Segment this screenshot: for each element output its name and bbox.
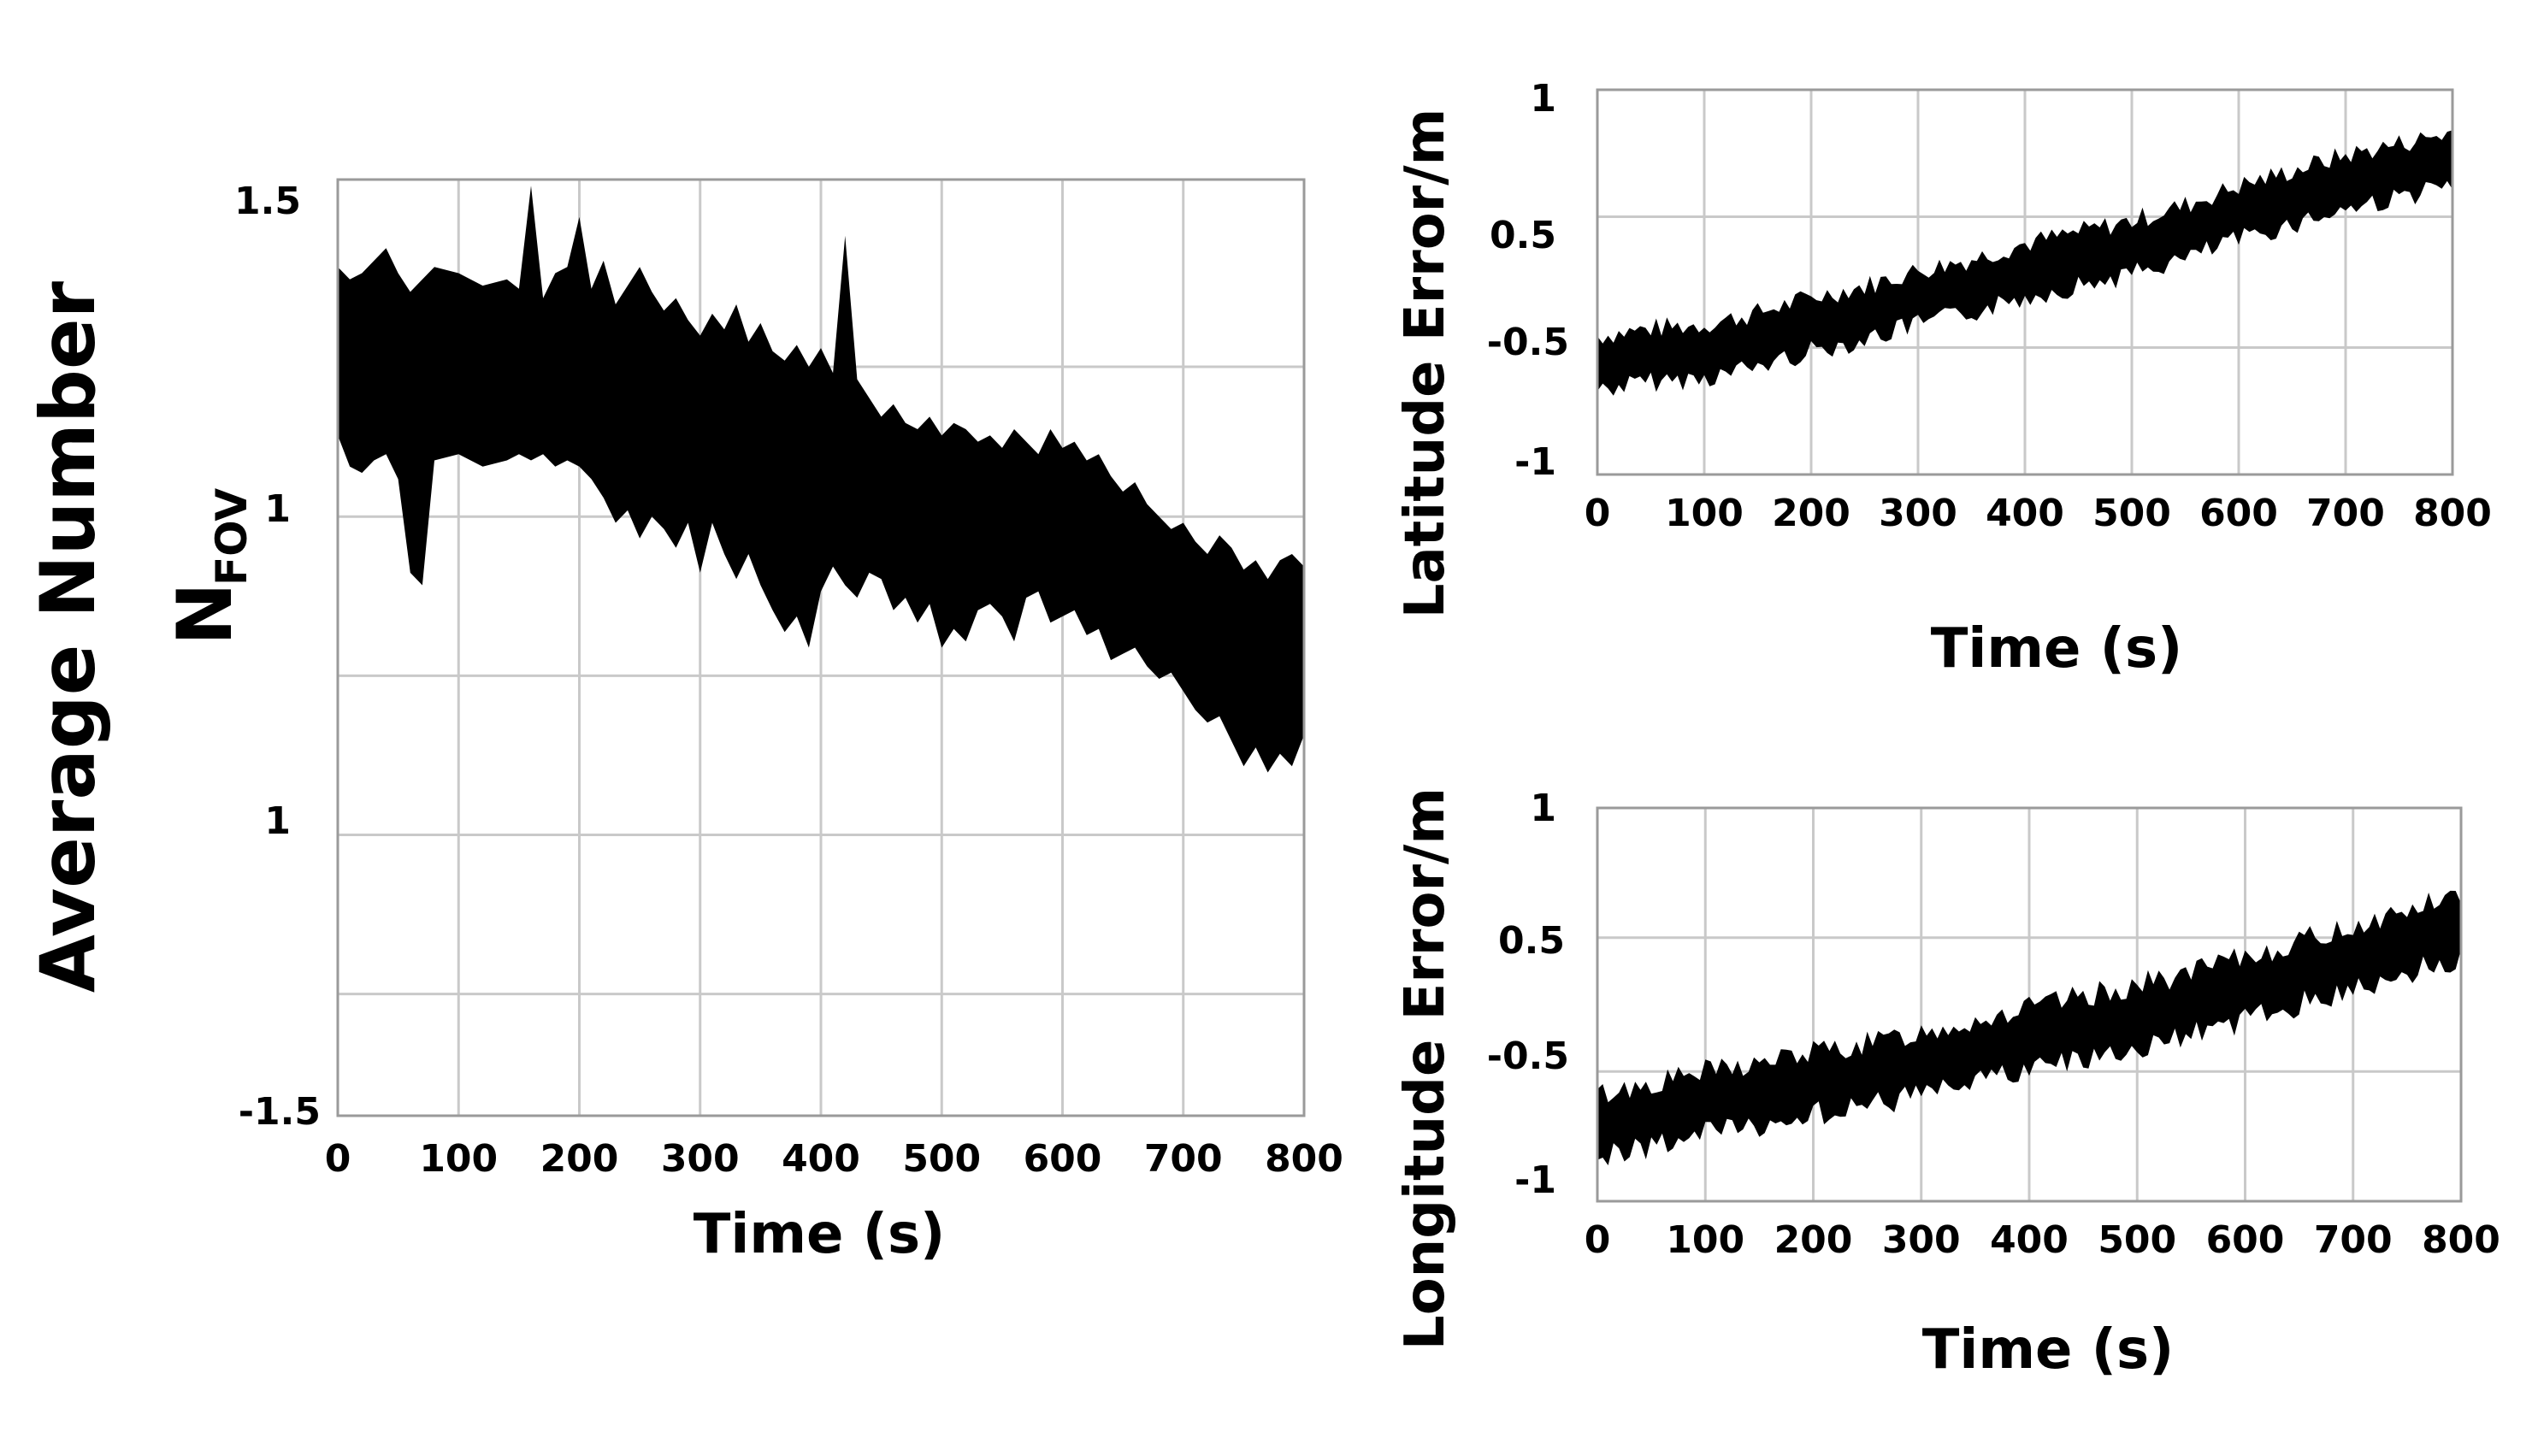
latitude-x-tick-label: 300 (1879, 492, 1957, 535)
nfov-x-tick-label: 800 (1265, 1137, 1343, 1181)
longitude-x-tick-label: 100 (1666, 1218, 1744, 1262)
latitude-x-tick-labels: 0 100 200 300 400 500 600 700 800 (1585, 492, 2492, 535)
latitude-y-tick-label: 0.5 (1490, 214, 1556, 257)
latitude-y-tick-label: -1 (1514, 440, 1556, 484)
latitude-x-tick-label: 100 (1665, 492, 1744, 535)
nfov-x-tick-label: 400 (782, 1137, 860, 1181)
longitude-y-tick-label: -0.5 (1487, 1035, 1569, 1078)
longitude-chart: 0 100 200 300 400 500 600 700 800 1 0.5 -0.5 -1 … (1394, 787, 2500, 1382)
latitude-plot-frame (1596, 88, 2454, 476)
nfov-y-tick-label: 1.5 (234, 180, 301, 223)
longitude-x-tick-label: 700 (2314, 1218, 2393, 1262)
nfov-x-axis-title: Time (s) (694, 1203, 946, 1266)
nfov-y-axis-title-line2: N FOV (161, 488, 257, 645)
latitude-x-tick-label: 400 (1986, 492, 2064, 535)
longitude-x-tick-labels: 0 100 200 300 400 500 600 700 800 (1585, 1218, 2500, 1262)
longitude-x-tick-label: 0 (1585, 1218, 1611, 1262)
longitude-y-tick-label: -1 (1514, 1158, 1556, 1202)
nfov-y-tick-label: 1 (264, 487, 291, 531)
latitude-x-tick-label: 800 (2413, 492, 2492, 535)
nfov-x-tick-label: 600 (1024, 1137, 1102, 1181)
nfov-x-tick-label: 700 (1144, 1137, 1223, 1181)
longitude-x-axis-title: Time (s) (1922, 1318, 2175, 1382)
latitude-x-tick-label: 700 (2306, 492, 2385, 535)
latitude-chart: 0 100 200 300 400 500 600 700 800 1 0.5 -0.5 -1 … (1394, 77, 2492, 681)
longitude-x-tick-label: 800 (2422, 1218, 2500, 1262)
nfov-x-tick-label: 0 (325, 1137, 351, 1181)
nfov-x-tick-label: 100 (419, 1137, 498, 1181)
nfov-x-tick-label: 200 (540, 1137, 619, 1181)
latitude-y-tick-label: -0.5 (1487, 321, 1569, 364)
longitude-y-axis-title: Longitude Error/m (1394, 787, 1457, 1350)
latitude-x-tick-label: 600 (2199, 492, 2278, 535)
latitude-x-tick-label: 0 (1585, 492, 1611, 535)
latitude-y-tick-label: 1 (1530, 77, 1556, 121)
longitude-error-series (1597, 890, 2461, 1165)
longitude-y-tick-label: 0.5 (1498, 919, 1565, 963)
longitude-x-tick-label: 500 (2098, 1218, 2176, 1262)
longitude-plot-frame (1596, 806, 2463, 1203)
longitude-y-tick-label: 1 (1530, 787, 1556, 830)
longitude-x-tick-label: 200 (1774, 1218, 1853, 1262)
latitude-y-axis-title: Latitude Error/m (1394, 109, 1457, 619)
nfov-x-tick-labels: 0 100 200 300 400 500 600 700 800 (325, 1137, 1343, 1181)
latitude-x-axis-title: Time (s) (1931, 617, 2183, 681)
longitude-x-tick-label: 300 (1882, 1218, 1961, 1262)
nfov-chart: 0 100 200 300 400 500 600 700 800 1.5 1 1 -1.5 T… (24, 178, 1343, 1266)
nfov-y-tick-label: 1 (264, 799, 291, 843)
nfov-y-axis-title-n: N (161, 582, 249, 645)
latitude-x-tick-label: 200 (1772, 492, 1850, 535)
nfov-y-tick-label: -1.5 (239, 1090, 321, 1134)
nfov-x-tick-label: 300 (661, 1137, 740, 1181)
longitude-x-tick-label: 600 (2206, 1218, 2285, 1262)
latitude-error-series (1597, 130, 2452, 396)
nfov-x-tick-label: 500 (902, 1137, 981, 1181)
nfov-band-area (338, 186, 1304, 773)
nfov-plot-frame (336, 178, 1306, 1117)
latitude-x-tick-label: 500 (2092, 492, 2171, 535)
longitude-x-tick-label: 400 (1990, 1218, 2069, 1262)
nfov-y-axis-title-line1: Average Number (24, 280, 112, 993)
nfov-y-axis-title-sub: FOV (207, 488, 257, 586)
